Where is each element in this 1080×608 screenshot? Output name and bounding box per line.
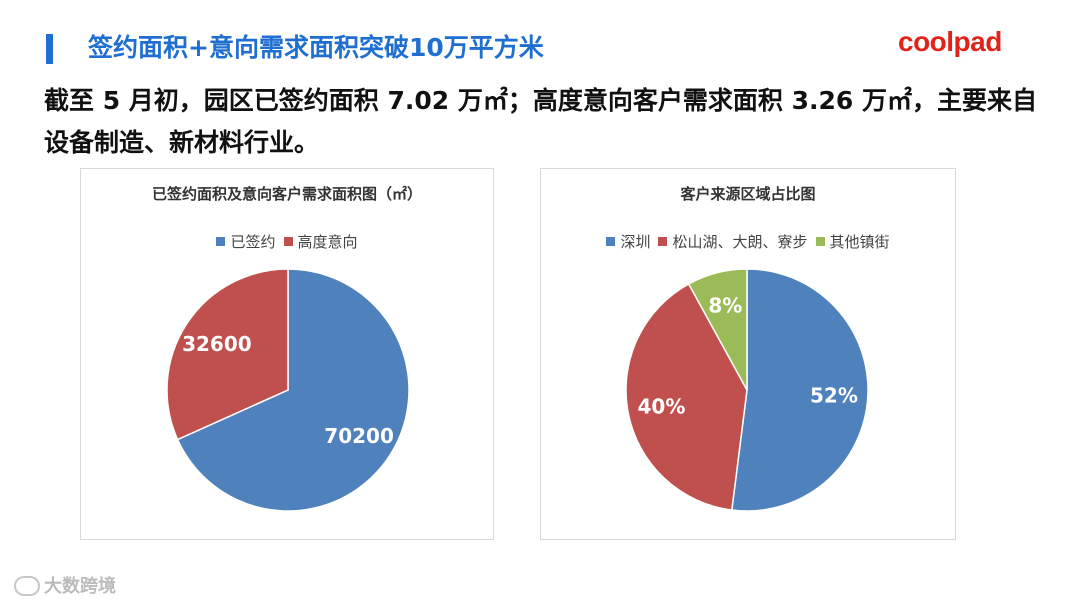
legend-label: 深圳 bbox=[620, 233, 651, 251]
watermark: 大数跨境 bbox=[14, 572, 116, 598]
chart-title: 已签约面积及意向客户需求面积图（㎡） bbox=[151, 185, 422, 203]
legend-swatch bbox=[216, 237, 226, 246]
pie-slice bbox=[625, 282, 748, 511]
chart-title: 客户来源区域占比图 bbox=[680, 185, 816, 203]
pie-chart-customer-source: 52% 40% 8% bbox=[625, 268, 869, 512]
chart-legend: 已签约 高度意向 bbox=[81, 231, 493, 252]
slide-title: 签约面积+意向需求面积突破10万平方米 bbox=[88, 33, 544, 62]
legend-label: 松山湖、大朗、寮步 bbox=[672, 233, 808, 251]
legend-swatch bbox=[283, 237, 293, 246]
legend-item: 其他镇街 bbox=[815, 231, 890, 252]
legend-swatch bbox=[606, 237, 616, 246]
legend-label: 其他镇街 bbox=[829, 233, 890, 251]
legend-label: 高度意向 bbox=[297, 233, 358, 251]
chart-panel-customer-source: 客户来源区域占比图 深圳 松山湖、大朗、寮步 其他镇街 52% 40% 8% bbox=[540, 168, 956, 540]
pie-slice bbox=[166, 268, 289, 441]
legend-swatch bbox=[658, 237, 668, 246]
legend-swatch bbox=[815, 237, 825, 246]
summary-text: 截至 5 月初，园区已签约面积 7.02 万㎡；高度意向客户需求面积 3.26 … bbox=[44, 86, 1037, 157]
pie-slice bbox=[176, 268, 410, 512]
watermark-text: 大数跨境 bbox=[44, 576, 116, 597]
data-label: 32600 bbox=[182, 332, 252, 356]
legend-label: 已签约 bbox=[230, 233, 276, 251]
data-label: 70200 bbox=[324, 424, 394, 448]
pie-slice bbox=[730, 268, 869, 512]
legend-item: 已签约 bbox=[216, 231, 276, 252]
data-label: 40% bbox=[637, 394, 685, 418]
data-label: 52% bbox=[810, 383, 858, 407]
chart-panel-signed-area: 已签约面积及意向客户需求面积图（㎡） 已签约 高度意向 70200 32600 bbox=[80, 168, 494, 540]
legend-item: 高度意向 bbox=[283, 231, 358, 252]
data-label: 8% bbox=[708, 294, 742, 318]
title-accent-bar bbox=[46, 34, 53, 64]
watermark-logo-icon bbox=[14, 576, 40, 596]
brand-logo: coolpad bbox=[898, 26, 1002, 57]
chart-legend: 深圳 松山湖、大朗、寮步 其他镇街 bbox=[541, 231, 955, 252]
pie-chart-signed-area: 70200 32600 bbox=[166, 268, 410, 512]
legend-item: 松山湖、大朗、寮步 bbox=[658, 231, 808, 252]
legend-item: 深圳 bbox=[606, 231, 650, 252]
pie-slice bbox=[687, 268, 748, 391]
